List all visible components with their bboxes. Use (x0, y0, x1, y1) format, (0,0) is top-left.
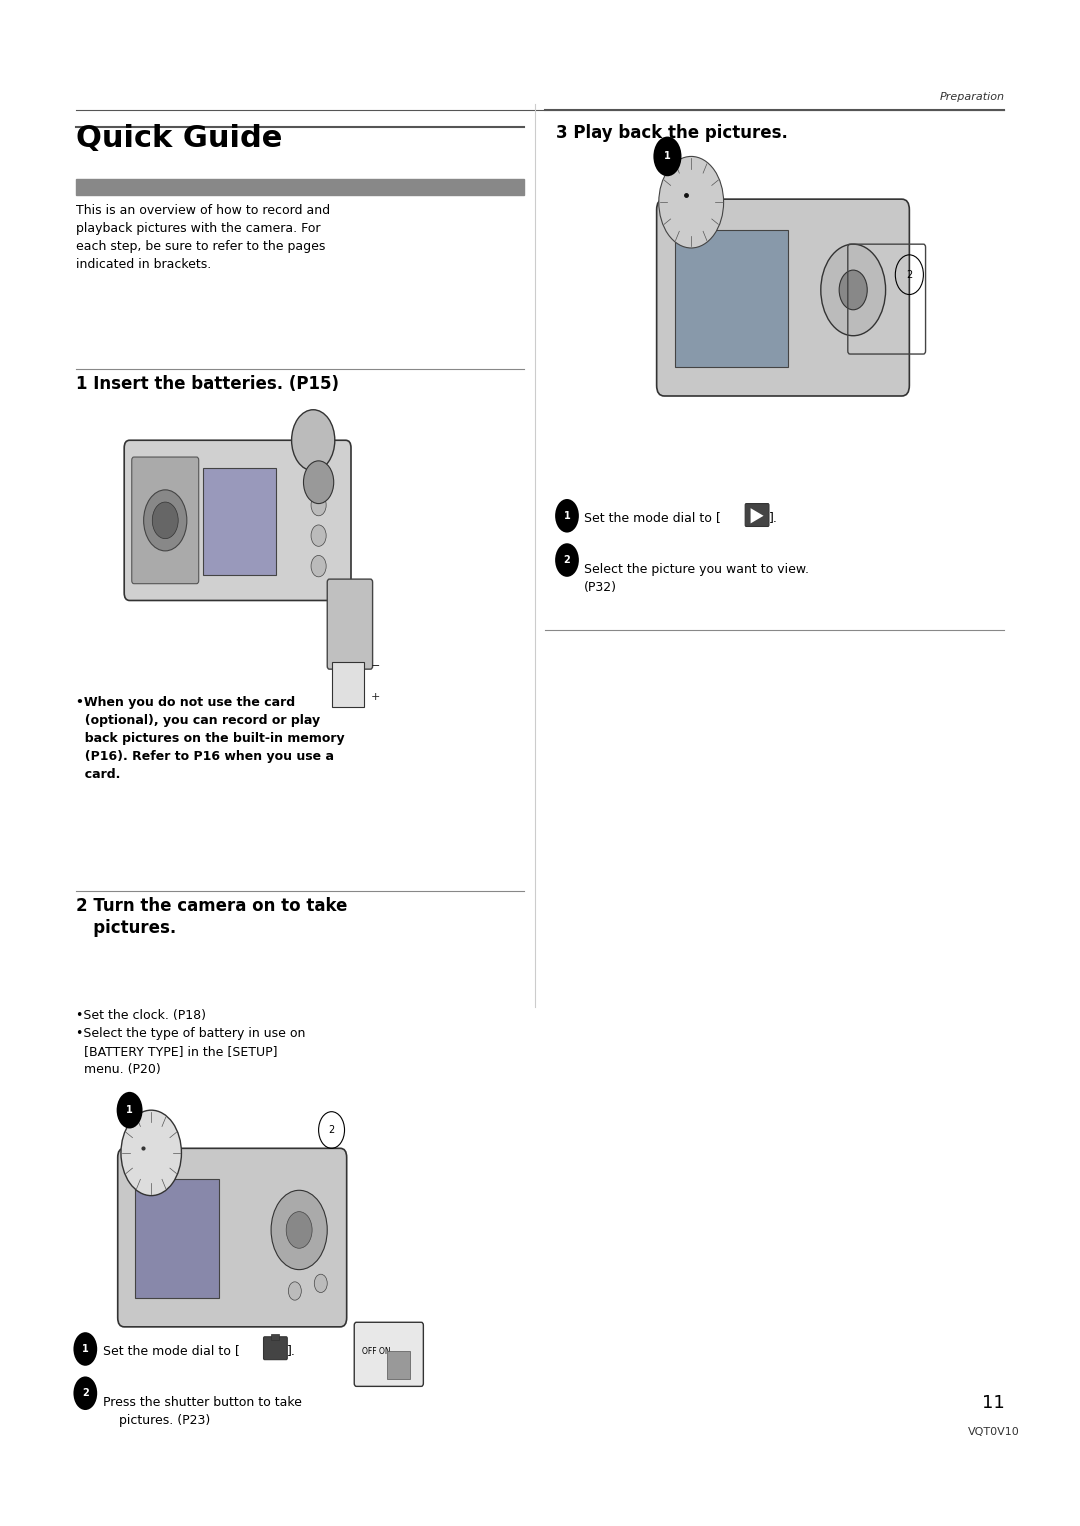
Circle shape (653, 137, 681, 177)
Text: 1: 1 (564, 511, 570, 520)
Text: •Set the clock. (P18)
•Select the type of battery in use on
  [BATTERY TYPE] in : •Set the clock. (P18) •Select the type o… (76, 1009, 305, 1076)
Polygon shape (751, 508, 764, 523)
Text: •When you do not use the card
  (optional), you can record or play
  back pictur: •When you do not use the card (optional)… (76, 696, 345, 781)
Text: Preparation: Preparation (940, 92, 1004, 102)
Circle shape (821, 244, 886, 336)
Bar (387, 1352, 410, 1380)
Text: 2 Turn the camera on to take
   pictures.: 2 Turn the camera on to take pictures. (76, 897, 347, 937)
Circle shape (286, 1212, 312, 1248)
Bar (76, 179, 524, 195)
Text: 2: 2 (906, 270, 913, 279)
Circle shape (144, 490, 187, 551)
Text: 1: 1 (664, 151, 671, 162)
Circle shape (117, 1093, 143, 1129)
Bar (135, 1178, 219, 1297)
Text: Set the mode dial to [: Set the mode dial to [ (584, 511, 721, 523)
Circle shape (311, 494, 326, 516)
Circle shape (555, 499, 579, 533)
Circle shape (314, 1274, 327, 1293)
FancyBboxPatch shape (745, 504, 769, 526)
FancyBboxPatch shape (132, 458, 199, 584)
Circle shape (839, 270, 867, 310)
Circle shape (659, 157, 724, 249)
Text: VQT0V10: VQT0V10 (968, 1427, 1020, 1437)
Text: 2: 2 (82, 1389, 89, 1398)
Text: 1 Insert the batteries. (P15): 1 Insert the batteries. (P15) (76, 375, 339, 394)
Bar (271, 1334, 279, 1340)
Circle shape (121, 1111, 181, 1196)
Circle shape (271, 1190, 327, 1270)
FancyBboxPatch shape (327, 580, 373, 670)
FancyBboxPatch shape (118, 1148, 347, 1326)
FancyBboxPatch shape (264, 1337, 287, 1360)
Bar (332, 662, 364, 708)
Text: ].: ]. (769, 511, 778, 523)
Circle shape (303, 461, 334, 504)
Bar (675, 230, 788, 368)
Circle shape (311, 525, 326, 546)
Text: +: + (370, 691, 380, 702)
Text: 1: 1 (126, 1105, 133, 1116)
Text: −: − (370, 661, 380, 671)
FancyBboxPatch shape (124, 441, 351, 601)
Bar (203, 468, 276, 575)
Text: OFF ON: OFF ON (362, 1346, 391, 1355)
Text: 2: 2 (564, 555, 570, 565)
Circle shape (555, 543, 579, 577)
Circle shape (73, 1332, 97, 1366)
Text: This is an overview of how to record and
playback pictures with the camera. For
: This is an overview of how to record and… (76, 204, 329, 272)
Text: 3 Play back the pictures.: 3 Play back the pictures. (556, 124, 788, 142)
Text: Press the shutter button to take
    pictures. (P23): Press the shutter button to take picture… (103, 1396, 301, 1427)
Circle shape (288, 1282, 301, 1300)
Text: ].: ]. (287, 1344, 296, 1357)
Circle shape (311, 555, 326, 577)
Text: Select the picture you want to view.
(P32): Select the picture you want to view. (P3… (584, 563, 809, 594)
FancyBboxPatch shape (657, 200, 909, 397)
FancyBboxPatch shape (354, 1322, 423, 1386)
Text: 11: 11 (982, 1393, 1005, 1412)
Text: Quick Guide: Quick Guide (76, 124, 282, 153)
Circle shape (292, 410, 335, 472)
Circle shape (152, 502, 178, 539)
Text: Set the mode dial to [: Set the mode dial to [ (103, 1344, 240, 1357)
Text: 1: 1 (82, 1344, 89, 1354)
Circle shape (73, 1376, 97, 1410)
Text: 2: 2 (328, 1125, 335, 1135)
